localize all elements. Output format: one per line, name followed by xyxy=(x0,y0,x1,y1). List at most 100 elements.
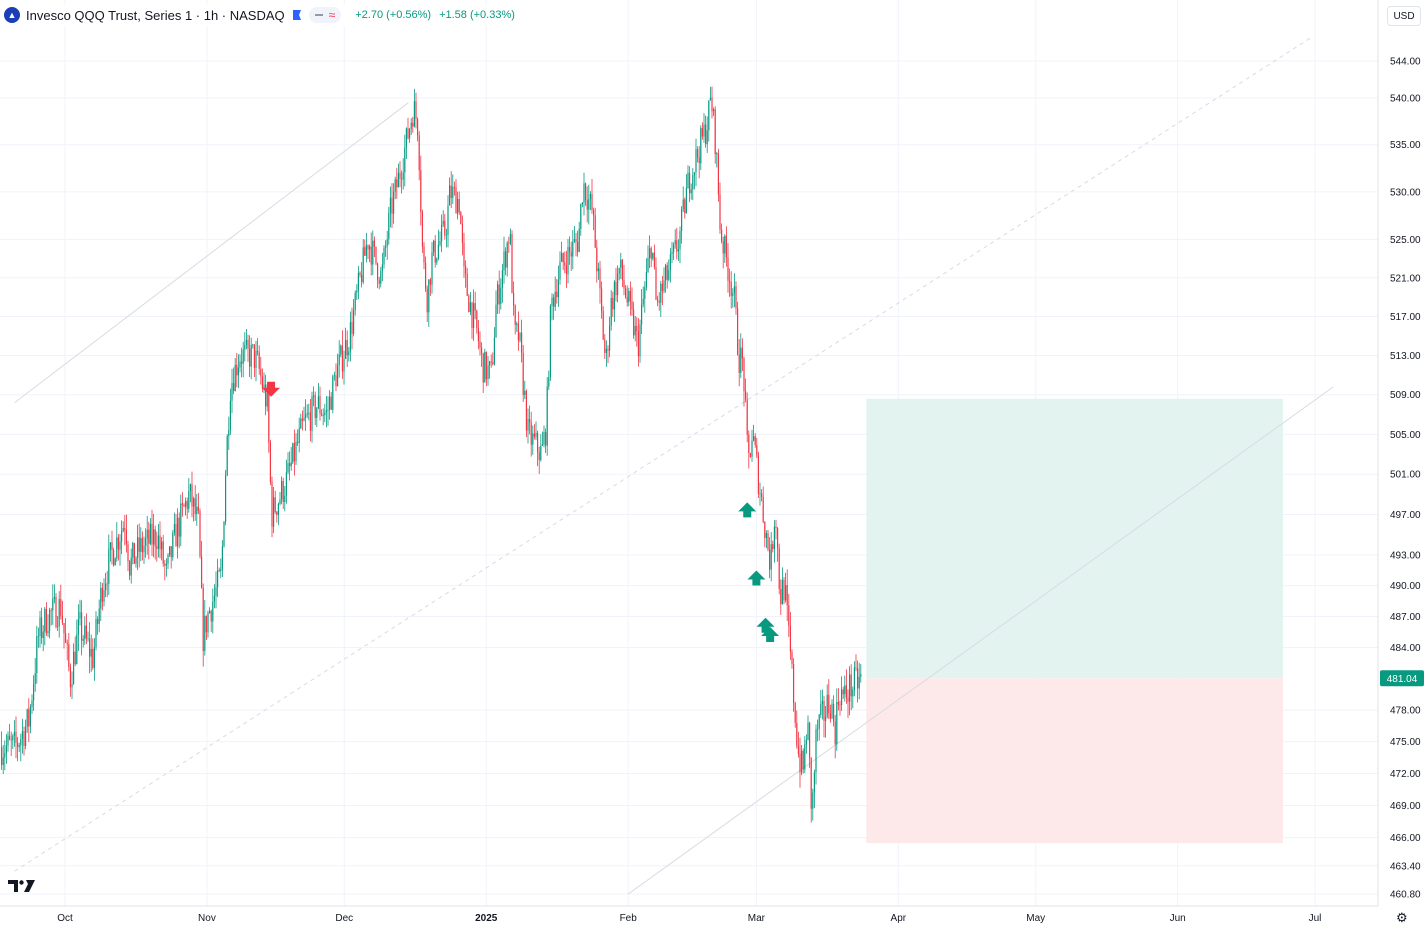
price-tick-label[interactable]: 509.00 xyxy=(1390,390,1421,401)
candle xyxy=(237,354,239,389)
time-tick-label[interactable]: May xyxy=(1026,913,1045,924)
time-tick-label[interactable]: Mar xyxy=(748,913,766,924)
candle-body xyxy=(215,587,217,596)
candle xyxy=(585,182,587,206)
candle-body xyxy=(269,442,271,482)
candle-body xyxy=(764,521,766,538)
time-tick-label[interactable]: Feb xyxy=(620,913,638,924)
candle-body xyxy=(570,252,572,257)
price-tick-label[interactable]: 505.00 xyxy=(1390,430,1421,441)
indicator-toggle-pill[interactable]: ≈ xyxy=(308,7,342,23)
candle xyxy=(138,523,140,568)
flag-icon[interactable] xyxy=(291,9,303,21)
candle xyxy=(676,227,678,260)
time-tick-label[interactable]: Apr xyxy=(891,913,907,924)
candle-body xyxy=(186,501,188,509)
candle-body xyxy=(23,731,25,746)
candle xyxy=(314,391,316,426)
time-tick-label[interactable]: Nov xyxy=(198,913,216,924)
profit-target-zone[interactable] xyxy=(866,398,1283,679)
candle xyxy=(322,408,324,426)
candle-body xyxy=(225,475,227,523)
price-tick-label[interactable]: 544.00 xyxy=(1390,57,1421,68)
price-tick-label[interactable]: 530.00 xyxy=(1390,187,1421,198)
candle xyxy=(17,737,19,762)
candle xyxy=(465,260,467,288)
candle xyxy=(522,344,524,402)
price-tick-label[interactable]: 460.80 xyxy=(1390,890,1421,901)
candle xyxy=(549,304,551,381)
stop-loss-zone[interactable] xyxy=(866,678,1283,844)
sell-signal-arrow-icon xyxy=(262,381,281,397)
candle xyxy=(677,239,679,262)
trend-line-2[interactable] xyxy=(14,37,1311,872)
trend-line-3[interactable] xyxy=(627,386,1334,895)
price-tick-label[interactable]: 487.00 xyxy=(1390,612,1421,623)
candle-body xyxy=(831,703,833,719)
price-tick-label[interactable]: 490.00 xyxy=(1390,581,1421,592)
candle-body xyxy=(591,193,593,210)
candle xyxy=(82,635,84,648)
candle-body xyxy=(391,197,393,214)
candle xyxy=(817,719,819,742)
settings-gear-icon[interactable]: ⚙ xyxy=(1396,910,1408,925)
currency-selector[interactable]: USD xyxy=(1387,6,1421,26)
price-tick-label[interactable]: 501.00 xyxy=(1390,470,1421,481)
candle xyxy=(749,452,751,458)
trend-lines[interactable] xyxy=(14,37,1334,895)
candle xyxy=(831,699,833,720)
candle-body xyxy=(121,531,123,542)
candle xyxy=(68,633,70,672)
candle xyxy=(23,726,25,756)
candle-body xyxy=(513,292,515,306)
candle-body xyxy=(143,545,145,553)
candle xyxy=(349,311,351,362)
symbol-title[interactable]: Invesco QQQ Trust, Series 1 · 1h · NASDA… xyxy=(26,7,285,23)
price-tick-label[interactable]: 472.00 xyxy=(1390,769,1421,780)
price-tick-label[interactable]: 463.40 xyxy=(1390,861,1421,872)
candle-body xyxy=(743,358,745,392)
price-tick-label[interactable]: 540.00 xyxy=(1390,94,1421,105)
price-tick-label[interactable]: 535.00 xyxy=(1390,140,1421,151)
candle-body xyxy=(12,735,14,741)
price-tick-label[interactable]: 521.00 xyxy=(1390,273,1421,284)
candle xyxy=(441,214,443,253)
trend-line-1[interactable] xyxy=(14,102,409,404)
candle-body xyxy=(303,417,305,421)
price-tick-label[interactable]: 497.00 xyxy=(1390,510,1421,521)
price-tick-label[interactable]: 493.00 xyxy=(1390,551,1421,562)
time-tick-label[interactable]: Jun xyxy=(1170,913,1186,924)
candle-body xyxy=(453,186,455,188)
time-tick-label[interactable]: Jul xyxy=(1309,913,1322,924)
time-tick-label[interactable]: 2025 xyxy=(475,913,498,924)
candle xyxy=(122,521,124,533)
price-tick-label[interactable]: 475.00 xyxy=(1390,737,1421,748)
candle xyxy=(242,341,244,378)
price-tick-label[interactable]: 469.00 xyxy=(1390,801,1421,812)
position-zones[interactable] xyxy=(866,398,1283,844)
candle-body xyxy=(322,415,324,417)
price-tick-label[interactable]: 513.00 xyxy=(1390,351,1421,362)
candle xyxy=(661,276,663,306)
price-tick-label[interactable]: 484.00 xyxy=(1390,643,1421,654)
candle xyxy=(87,631,89,642)
extended-change: +1.58 (+0.33%) xyxy=(439,9,515,21)
tradingview-logo-icon[interactable] xyxy=(8,878,36,894)
time-tick-label[interactable]: Dec xyxy=(335,913,353,924)
price-tick-label[interactable]: 517.00 xyxy=(1390,312,1421,323)
symbol-header[interactable]: ▲ Invesco QQQ Trust, Series 1 · 1h · NAS… xyxy=(4,4,515,26)
candle-body xyxy=(290,462,292,467)
price-tick-label[interactable]: 466.00 xyxy=(1390,833,1421,844)
candle-body xyxy=(375,246,377,264)
candle-body xyxy=(745,391,747,400)
time-tick-label[interactable]: Oct xyxy=(57,913,73,924)
candle xyxy=(333,371,335,381)
price-tick-label[interactable]: 525.00 xyxy=(1390,235,1421,246)
candle xyxy=(159,521,161,559)
candle xyxy=(466,268,468,297)
candle xyxy=(121,520,123,555)
candle xyxy=(279,492,281,506)
price-tick-label[interactable]: 478.00 xyxy=(1390,706,1421,717)
